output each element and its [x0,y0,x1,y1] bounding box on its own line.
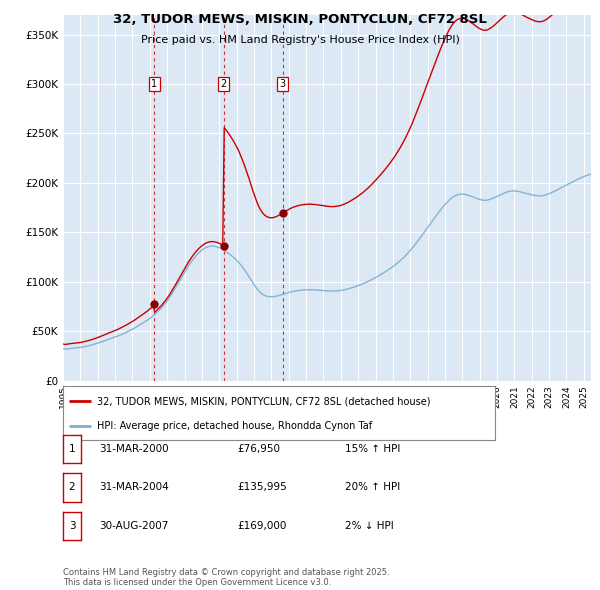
Text: 2: 2 [220,79,227,89]
Text: £76,950: £76,950 [237,444,280,454]
Text: HPI: Average price, detached house, Rhondda Cynon Taf: HPI: Average price, detached house, Rhon… [97,421,372,431]
Text: 2: 2 [68,483,76,492]
Text: 31-MAR-2000: 31-MAR-2000 [99,444,169,454]
Text: 20% ↑ HPI: 20% ↑ HPI [345,483,400,492]
Text: 3: 3 [280,79,286,89]
Text: Contains HM Land Registry data © Crown copyright and database right 2025.
This d: Contains HM Land Registry data © Crown c… [63,568,389,587]
Text: Price paid vs. HM Land Registry's House Price Index (HPI): Price paid vs. HM Land Registry's House … [140,35,460,45]
Text: £169,000: £169,000 [237,521,286,530]
Text: £135,995: £135,995 [237,483,287,492]
Text: 3: 3 [68,521,76,530]
Text: 31-MAR-2004: 31-MAR-2004 [99,483,169,492]
Text: 32, TUDOR MEWS, MISKIN, PONTYCLUN, CF72 8SL (detached house): 32, TUDOR MEWS, MISKIN, PONTYCLUN, CF72 … [97,396,430,407]
Text: 1: 1 [68,444,76,454]
Text: 32, TUDOR MEWS, MISKIN, PONTYCLUN, CF72 8SL: 32, TUDOR MEWS, MISKIN, PONTYCLUN, CF72 … [113,13,487,26]
Text: 15% ↑ HPI: 15% ↑ HPI [345,444,400,454]
Text: 1: 1 [151,79,157,89]
Text: 30-AUG-2007: 30-AUG-2007 [99,521,169,530]
Text: 2% ↓ HPI: 2% ↓ HPI [345,521,394,530]
